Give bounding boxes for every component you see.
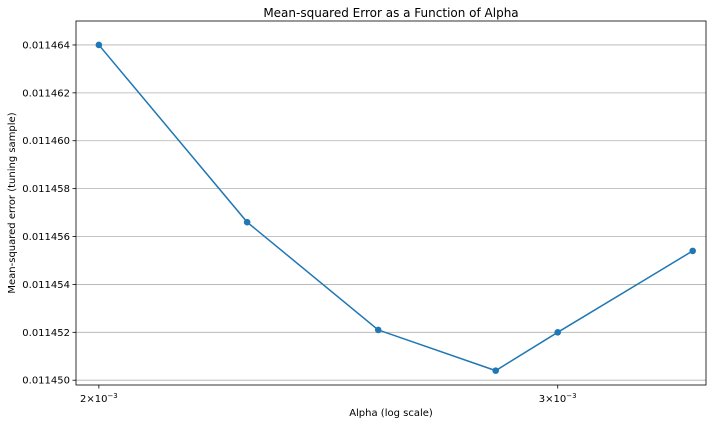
series-layer — [95, 41, 696, 374]
y-tick-label: 0.011454 — [22, 280, 70, 291]
series-line — [98, 44, 694, 372]
plot-frame — [75, 20, 707, 386]
data-point — [554, 329, 562, 336]
chart-title: Mean-squared Error as a Function of Alph… — [263, 6, 518, 20]
grid-lines — [76, 44, 706, 381]
x-tick-label: 2×10−3 — [80, 392, 118, 405]
x-tick-label: 3×10−3 — [539, 392, 577, 405]
data-point — [95, 41, 103, 49]
y-tick-label: 0.011462 — [22, 88, 70, 99]
y-tick-label: 0.011464 — [22, 40, 70, 51]
y-tick-label: 0.011452 — [22, 328, 70, 339]
y-tick-label: 0.011450 — [22, 376, 70, 387]
y-axis-ticks: 0.011450 0.011452 0.011454 0.011456 0.011458… — [22, 40, 76, 387]
data-point — [492, 367, 499, 374]
y-tick-label: 0.011458 — [22, 184, 70, 195]
data-point — [689, 247, 696, 255]
y-tick-label: 0.011456 — [22, 232, 70, 243]
y-axis-label: Mean-squared error (tuning sample) — [7, 112, 18, 293]
y-tick-label: 0.011460 — [22, 136, 70, 147]
x-axis-ticks: 2×10−3 3×10−3 — [80, 385, 577, 405]
x-axis-label: Alpha (log scale) — [349, 408, 433, 419]
data-point — [243, 218, 251, 226]
data-point — [374, 326, 382, 334]
